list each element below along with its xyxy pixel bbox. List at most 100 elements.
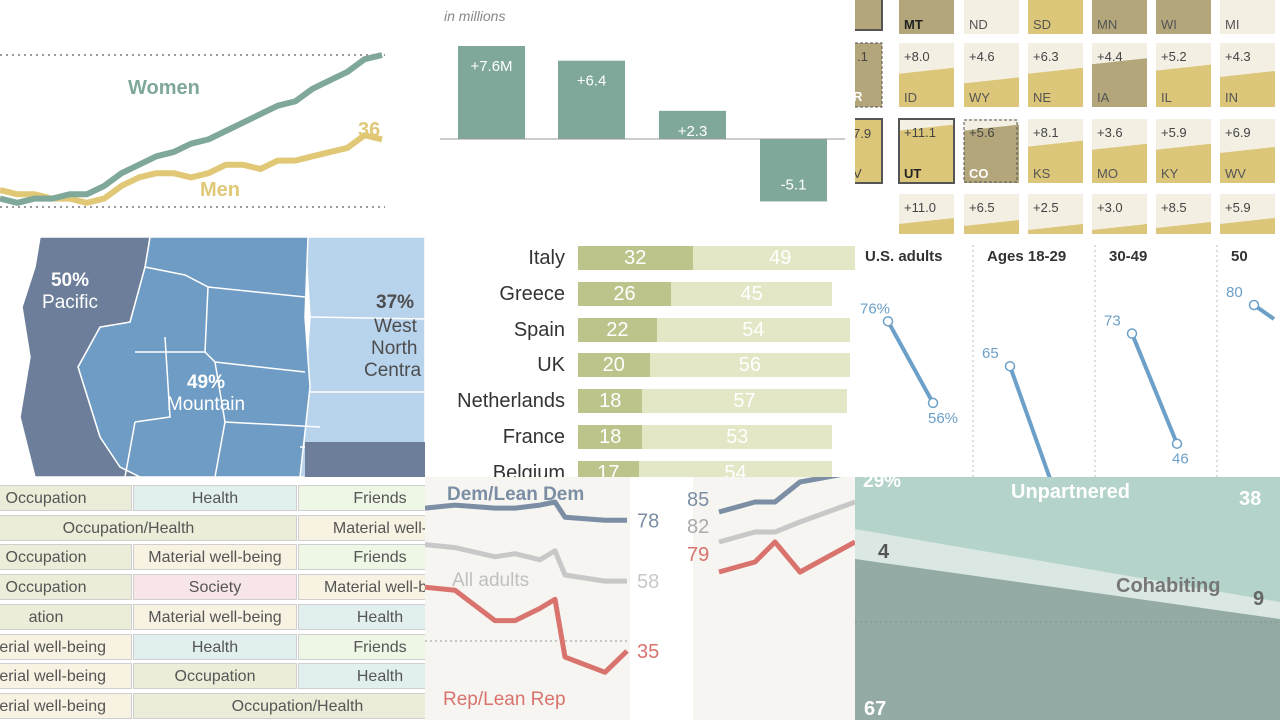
state-tile-abbrev: MO [1097,166,1118,181]
state-tile-abbrev: MN [1097,17,1117,32]
state-tile-fill [1156,64,1211,107]
partnership-area-chart: 29% Unpartnered 38 Cohabiting 9 4 67 [855,477,1280,720]
series-line-women [0,52,383,206]
state-tile-fill [899,124,954,183]
country-label: UK [537,354,565,377]
state-tile-fill [1220,71,1275,107]
bar-segment-2: 45 [671,281,833,306]
women-men-svg: Women Men 36 [0,52,385,208]
table-cell: Occupation/Health [133,692,425,719]
state-tile-abbrev: KS [1033,166,1051,181]
slope-start-label: 65 [982,345,999,362]
area-start-label-married: 67 [864,698,886,720]
bar-segment-1: 18 [578,389,643,414]
rep-series-label: Rep/Lean Rep [443,689,566,710]
change-bar-chart: in millions +7.6M +6.4 +2.3 -5.1 [425,0,855,237]
bar-segment-2: 57 [642,389,847,414]
edge-tile-abbrev: R [855,89,863,104]
party-line-chart: 78 58 35 Dem/Lean Dem All adults Rep/Lean Rep… [425,477,855,720]
state-tile-value: +3.0 [1097,200,1123,215]
table-cell: Occupation [0,544,132,571]
bar-segment-2: 54 [656,317,851,342]
slope-point-end [927,397,939,409]
state-tile-value: +3.6 [1097,125,1123,140]
state-tile-abbrev: MT [904,17,923,32]
slope-point-end [1171,438,1183,449]
bar-segment-1: 32 [578,246,693,270]
table-cell: aterial well-being [0,692,132,719]
state-tile-fill [1028,140,1083,183]
country-label: Netherlands [457,390,565,413]
bar-row: UK 20 56 [425,353,855,378]
table-cell: Friends [298,544,425,571]
table-cell: Society [133,574,297,601]
slope-point-start [1248,299,1260,311]
region-value-pacific: 50% [51,270,89,291]
area-end-label-cohabiting: 9 [1253,588,1264,610]
table-cell: Health [298,663,425,690]
bar [558,60,625,139]
table-cell: Occupation/Health [0,514,297,541]
change-bar-svg: in millions +7.6M +6.4 +2.3 -5.1 [440,8,845,202]
bar-segment-1: 26 [578,281,672,306]
bar-value-label: +7.6M [470,58,512,75]
bar-value-label: +2.3 [678,123,708,140]
state-tile-value: +8.5 [1161,200,1187,215]
state-tile-fill [964,220,1019,234]
bar [760,139,827,202]
table-row: ation Material well-being Health [0,603,425,631]
bar-row: Spain 22 54 [425,317,855,342]
state-tile-abbrev: IL [1161,90,1172,105]
bar-segment-1: 20 [578,353,650,378]
state-tile-abbrev: ND [969,17,988,32]
state-tile-abbrev: WV [1225,166,1246,181]
region-name-line: West [374,316,418,337]
bar-segment-2: 54 [638,460,833,477]
state-tile-value: +6.5 [969,200,995,215]
bar-segment-1: 17 [578,460,639,477]
party-end-label: 35 [637,641,659,663]
slope-line [1130,332,1179,445]
state-tile-value: +5.6 [969,125,995,140]
state-tile-value: +2.5 [1033,200,1059,215]
edge-tile-value: .1 [857,49,868,64]
party-line [425,584,629,675]
state-tile-fill [899,218,954,234]
party-start-label: 85 [687,489,709,511]
state-tile-abbrev: WY [969,90,990,105]
state-tile-value: +4.6 [969,49,995,64]
bar [659,110,726,139]
state-tile [1220,0,1275,34]
party-line [425,499,627,523]
table-cell: Friends [298,485,425,511]
men-end-label: 36 [358,119,380,141]
area-top-label: 29% [863,477,901,492]
table-cell: aterial well-being [0,663,132,690]
region-name-line: North [371,338,417,359]
state-tile-grid: MT ND SD MN WI MI +8.0 ID +4.6 WY +6.3 NE +4.4 IA +5.2… [855,0,1280,237]
country-label: Italy [528,247,565,269]
table-cell: Occupation [0,485,132,511]
table-row: Occupation/Health Material well- [0,514,425,542]
bar-segment-1: 18 [578,425,643,449]
area-series-label-unpartnered: Unpartnered [1011,481,1130,503]
party-line-right [718,477,842,515]
state-tile-abbrev: CO [969,166,989,181]
party-svg: 78 58 35 Dem/Lean Dem All adults Rep/Lean Rep… [425,477,855,720]
table-cell: Material well-being [133,544,297,571]
state-tile-value: +8.0 [904,49,930,64]
edge-tile [855,42,883,108]
party-line-right [718,539,855,575]
edge-tile [855,118,883,184]
table-cell: Health [133,485,297,511]
state-tile-value: +5.2 [1161,49,1187,64]
state-tile-fill [1028,0,1083,34]
state-tile-value: +4.4 [1097,49,1123,64]
area-start-label-cohabiting: 4 [878,541,890,563]
country-label: Greece [499,282,565,305]
state-tile-fill [1156,0,1211,34]
party-end-label: 78 [637,510,659,532]
